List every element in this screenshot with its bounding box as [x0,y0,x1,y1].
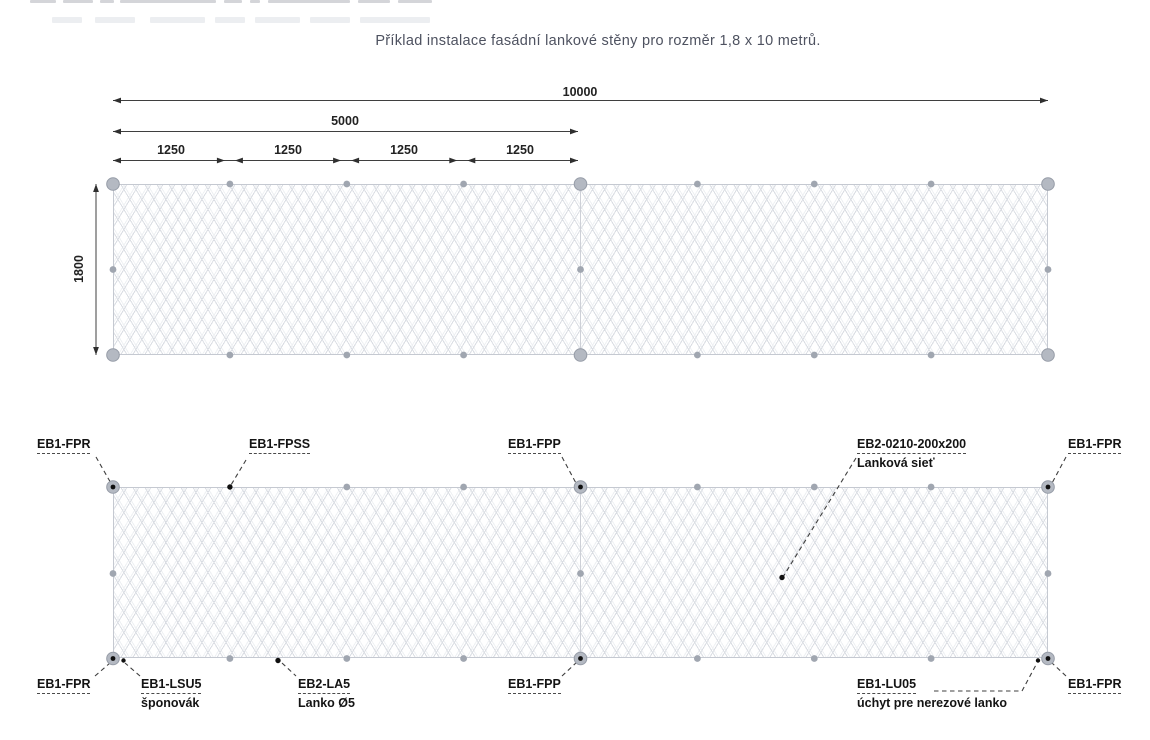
dim-arrow [216,157,225,164]
part-code: EB1-FPSS [249,436,311,454]
cropped-text-fragment [120,0,216,3]
leader-fpr-top-left [95,456,113,486]
dim-arrow [467,157,476,164]
anchor-la5 [275,657,281,664]
part-code: EB1-FPR [37,436,91,454]
dim-arrow [1040,97,1048,104]
anchor-lu05 [1035,658,1041,663]
part-label-fpr-top-left: EB1-FPR [37,436,91,454]
diagram-title: Příklad instalace fasádní lankové stěny … [375,33,821,49]
dimension-segment-4: 1250 [506,143,534,157]
part-label-fpp-top: EB1-FPP [508,436,561,454]
dim-arrow [351,157,360,164]
dim-arrow [113,157,121,164]
cropped-text-fragment [360,17,430,23]
leader-fpp-bottom [561,661,578,677]
dimension-height: 1800 [72,255,86,283]
dim-arrow [113,97,121,104]
leader-lu05-diagonal [1021,662,1038,692]
part-label-la5-cable: EB2-LA5 Lanko Ø5 [298,676,355,711]
part-code: EB1-LU05 [857,676,917,694]
dim-arrow [93,184,99,192]
leader-lsu5 [124,662,141,677]
cropped-text-fragment [215,17,245,23]
dimension-segment-2: 1250 [274,143,302,157]
part-code: EB1-FPP [508,436,561,454]
cropped-text-fragment [150,17,205,23]
part-description: úchyt pre nerezové lanko [857,696,1008,710]
cropped-text-fragment [95,17,135,23]
dimension-segment-1: 1250 [157,143,185,157]
part-code: EB1-FPR [1068,436,1122,454]
dimension-total-width: 10000 [562,85,598,99]
part-code: EB1-FPP [508,676,561,694]
anchor-lsu5 [121,658,126,663]
cropped-text-fragment [268,0,350,3]
cropped-text-fragment [100,0,114,3]
leader-fpr-top-right [1050,456,1067,486]
cable-net-parts-view [113,487,1048,658]
part-code: EB1-FPR [37,676,91,694]
part-label-fpr-bottom-right: EB1-FPR [1068,676,1122,694]
part-label-fpr-bottom-left: EB1-FPR [37,676,91,694]
cropped-text-fragment [224,0,242,3]
part-code: EB2-0210-200x200 [857,436,967,454]
leader-la5 [281,662,297,677]
part-label-lsu5-tensioner: EB1-LSU5 šponovák [141,676,202,711]
dim-arrow [93,347,99,355]
cropped-text-fragment [63,0,93,3]
leader-fpr-bottom-left [94,662,111,677]
dim-arrow [570,157,578,164]
part-label-fpss: EB1-FPSS [249,436,311,454]
cropped-text-fragment [250,0,260,3]
dimension-segment-3: 1250 [390,143,418,157]
dim-arrow [449,157,458,164]
leader-fpp-top [561,456,578,486]
leader-fpr-bottom-right [1051,662,1067,677]
part-label-fpr-top-right: EB1-FPR [1068,436,1122,454]
dim-arrow [113,128,121,135]
cropped-text-fragment [255,17,300,23]
cable-net-dimension-view [113,184,1048,355]
cropped-text-fragment [310,17,350,23]
part-description: šponovák [141,696,200,710]
cropped-text-fragment [398,0,432,3]
dim-arrow [570,128,578,135]
part-code: EB1-LSU5 [141,676,202,694]
part-label-lu05-holder: EB1-LU05 úchyt pre nerezové lanko [857,676,1007,711]
part-description: Lanko Ø5 [298,696,355,710]
part-label-fpp-bottom: EB1-FPP [508,676,561,694]
part-code: EB1-FPR [1068,676,1122,694]
dim-arrow [234,157,243,164]
cropped-text-fragment [358,0,390,3]
part-code: EB2-LA5 [298,676,351,694]
part-label-cable-net: EB2-0210-200x200 Lanková sieť [857,436,967,471]
cropped-text-fragment [52,17,82,23]
cropped-text-fragment [30,0,56,3]
leader-fpss [230,459,247,486]
part-description: Lanková sieť [857,456,935,470]
dim-arrow [333,157,342,164]
dimension-half-width: 5000 [331,114,359,128]
